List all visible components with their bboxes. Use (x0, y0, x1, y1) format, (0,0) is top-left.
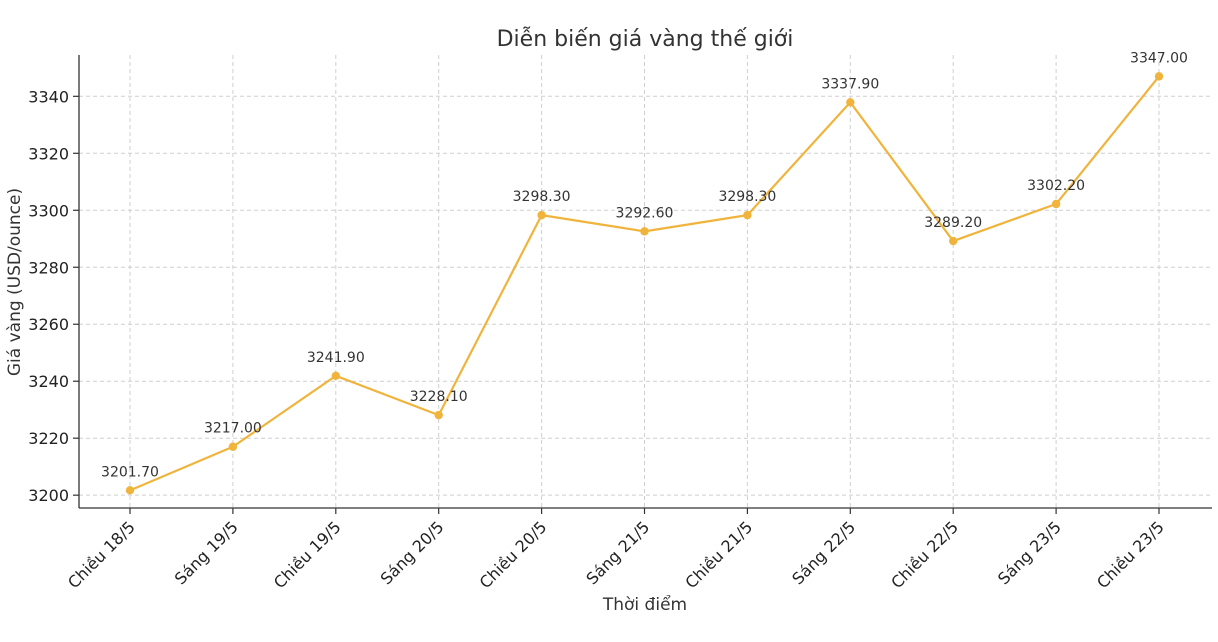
x-tick-label: Sáng 22/5 (788, 517, 859, 588)
data-label: 3289.20 (924, 215, 982, 231)
data-label: 3201.70 (101, 464, 159, 480)
data-label: 3302.20 (1027, 178, 1085, 194)
data-point (125, 486, 135, 495)
data-label: 3241.90 (307, 350, 365, 366)
data-label: 3217.00 (204, 421, 262, 437)
data-labels: 3201.70 3217.00 3241.90 3228.10 3298.30 3292.… (101, 50, 1188, 480)
axes (78, 55, 1212, 509)
x-axis-label: Thời điểm (602, 594, 687, 615)
data-point (846, 98, 855, 107)
series-layer (125, 72, 1164, 495)
x-tick-label: Sáng 21/5 (582, 517, 653, 588)
data-label: 3298.30 (513, 189, 571, 205)
data-point (434, 410, 443, 420)
y-tick-label: 3300 (28, 201, 69, 220)
x-tick-label: Chiều 21/5 (681, 517, 756, 592)
data-point (228, 442, 238, 451)
chart-title: Diễn biến giá vàng thế giới (497, 26, 794, 52)
y-tick-label: 3320 (28, 144, 69, 163)
data-point (743, 210, 752, 220)
y-axis-label: Giá vàng (USD/ounce) (5, 188, 25, 376)
data-label: 3298.30 (718, 189, 776, 205)
y-axis-ticks: 3200 3220 3240 3260 3280 3300 3320 3340 (28, 87, 79, 505)
x-tick-label: Sáng 23/5 (994, 517, 1065, 588)
x-tick-label: Chiều 23/5 (1093, 517, 1168, 592)
data-point (1051, 199, 1061, 209)
x-tick-label: Chiều 22/5 (887, 517, 962, 592)
y-tick-label: 3280 (28, 258, 69, 277)
y-tick-label: 3220 (28, 429, 69, 448)
data-label: 3347.00 (1130, 50, 1188, 66)
x-axis-ticks: Chiều 18/5 Sáng 19/5 Chiều 19/5 Sáng 20/5 Ch… (64, 508, 1168, 592)
y-tick-label: 3240 (28, 372, 69, 391)
y-tick-label: 3340 (28, 87, 69, 106)
x-tick-label: Chiều 19/5 (270, 517, 345, 592)
x-tick-label: Chiều 20/5 (476, 517, 551, 592)
grid (79, 55, 1212, 508)
data-label: 3228.10 (410, 389, 468, 405)
data-point (331, 371, 340, 381)
data-point (949, 236, 958, 246)
y-tick-label: 3260 (28, 315, 69, 334)
y-tick-label: 3200 (28, 486, 69, 505)
data-point (1154, 72, 1164, 81)
x-tick-label: Chiều 18/5 (64, 517, 139, 592)
data-point (537, 210, 546, 220)
data-label: 3337.90 (821, 76, 879, 92)
data-point (640, 227, 649, 236)
data-label: 3292.60 (616, 205, 674, 221)
x-tick-label: Sáng 20/5 (377, 517, 448, 588)
x-tick-label: Sáng 19/5 (171, 517, 242, 588)
